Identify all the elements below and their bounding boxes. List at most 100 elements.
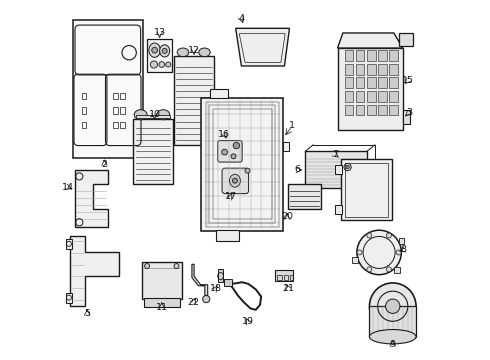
Bar [218, 269, 223, 282]
Bar [344, 163, 389, 217]
Text: 3: 3 [406, 108, 412, 117]
Ellipse shape [367, 233, 372, 238]
Ellipse shape [199, 48, 210, 57]
Bar [344, 105, 353, 116]
Bar [338, 48, 403, 130]
Bar [344, 64, 353, 75]
Ellipse shape [396, 250, 401, 255]
Bar [344, 50, 353, 61]
Bar [144, 298, 180, 307]
Text: 20: 20 [281, 212, 294, 221]
Polygon shape [74, 170, 108, 227]
Ellipse shape [357, 250, 362, 255]
Bar [66, 239, 72, 249]
Bar [142, 262, 182, 299]
Ellipse shape [231, 154, 236, 159]
Text: 8: 8 [400, 246, 407, 255]
Ellipse shape [166, 62, 171, 67]
Ellipse shape [233, 142, 240, 149]
Bar [210, 89, 228, 98]
Ellipse shape [245, 168, 250, 173]
Ellipse shape [145, 264, 149, 269]
Bar [356, 91, 365, 102]
Ellipse shape [346, 165, 349, 169]
Bar [403, 110, 410, 125]
Bar [356, 64, 365, 75]
Text: 13: 13 [153, 28, 166, 37]
Bar [367, 105, 375, 116]
Polygon shape [70, 235, 119, 306]
Polygon shape [192, 264, 208, 296]
Bar [120, 107, 124, 114]
Bar [136, 115, 170, 118]
Ellipse shape [232, 178, 238, 183]
Polygon shape [236, 28, 290, 66]
Bar [216, 230, 239, 241]
Bar [356, 77, 365, 88]
Ellipse shape [357, 230, 401, 275]
Bar [378, 64, 387, 75]
Bar [174, 56, 214, 145]
Text: 5: 5 [84, 309, 90, 318]
Text: 22: 22 [187, 298, 199, 307]
Text: 1: 1 [289, 121, 295, 130]
Bar [305, 151, 367, 188]
Bar [120, 122, 124, 128]
Bar [341, 159, 392, 220]
FancyBboxPatch shape [218, 140, 242, 162]
Bar [335, 205, 342, 214]
Bar [113, 93, 118, 99]
Ellipse shape [177, 48, 189, 57]
Bar [82, 107, 86, 114]
Polygon shape [369, 306, 416, 337]
Bar [389, 64, 398, 75]
FancyBboxPatch shape [222, 168, 248, 194]
Bar [399, 238, 404, 244]
Bar [389, 77, 398, 88]
Bar [389, 91, 398, 102]
Text: 17: 17 [224, 192, 237, 201]
Bar [367, 64, 375, 75]
Bar [82, 93, 86, 99]
Polygon shape [338, 33, 403, 48]
Text: 9: 9 [390, 340, 396, 349]
Bar [275, 270, 293, 281]
Bar [209, 105, 275, 223]
Bar [120, 93, 124, 99]
Bar [389, 50, 398, 61]
Ellipse shape [150, 61, 157, 68]
Bar [378, 91, 387, 102]
Ellipse shape [367, 267, 372, 272]
Text: 11: 11 [156, 303, 168, 312]
Bar [367, 91, 375, 102]
Text: 4: 4 [239, 14, 245, 23]
Bar [113, 107, 118, 114]
Ellipse shape [149, 43, 160, 57]
Bar [344, 91, 353, 102]
Bar [394, 267, 400, 273]
Ellipse shape [159, 62, 165, 67]
Text: 15: 15 [402, 76, 414, 85]
Bar [367, 77, 375, 88]
Ellipse shape [160, 45, 170, 57]
Text: 18: 18 [210, 284, 221, 293]
Bar [378, 105, 387, 116]
Bar [288, 184, 321, 210]
Bar [352, 257, 358, 263]
Ellipse shape [174, 264, 179, 269]
Text: 12: 12 [188, 46, 200, 55]
Bar [224, 279, 232, 286]
Text: 10: 10 [148, 110, 161, 119]
Ellipse shape [134, 110, 147, 120]
Bar [399, 33, 413, 46]
Text: 14: 14 [61, 183, 74, 192]
Bar [356, 105, 365, 116]
Ellipse shape [230, 174, 240, 187]
Ellipse shape [203, 296, 210, 303]
Bar [378, 50, 387, 61]
Bar [283, 142, 290, 151]
Bar [344, 77, 353, 88]
Bar [378, 77, 387, 88]
Bar [66, 293, 72, 303]
Text: 2: 2 [101, 160, 107, 169]
